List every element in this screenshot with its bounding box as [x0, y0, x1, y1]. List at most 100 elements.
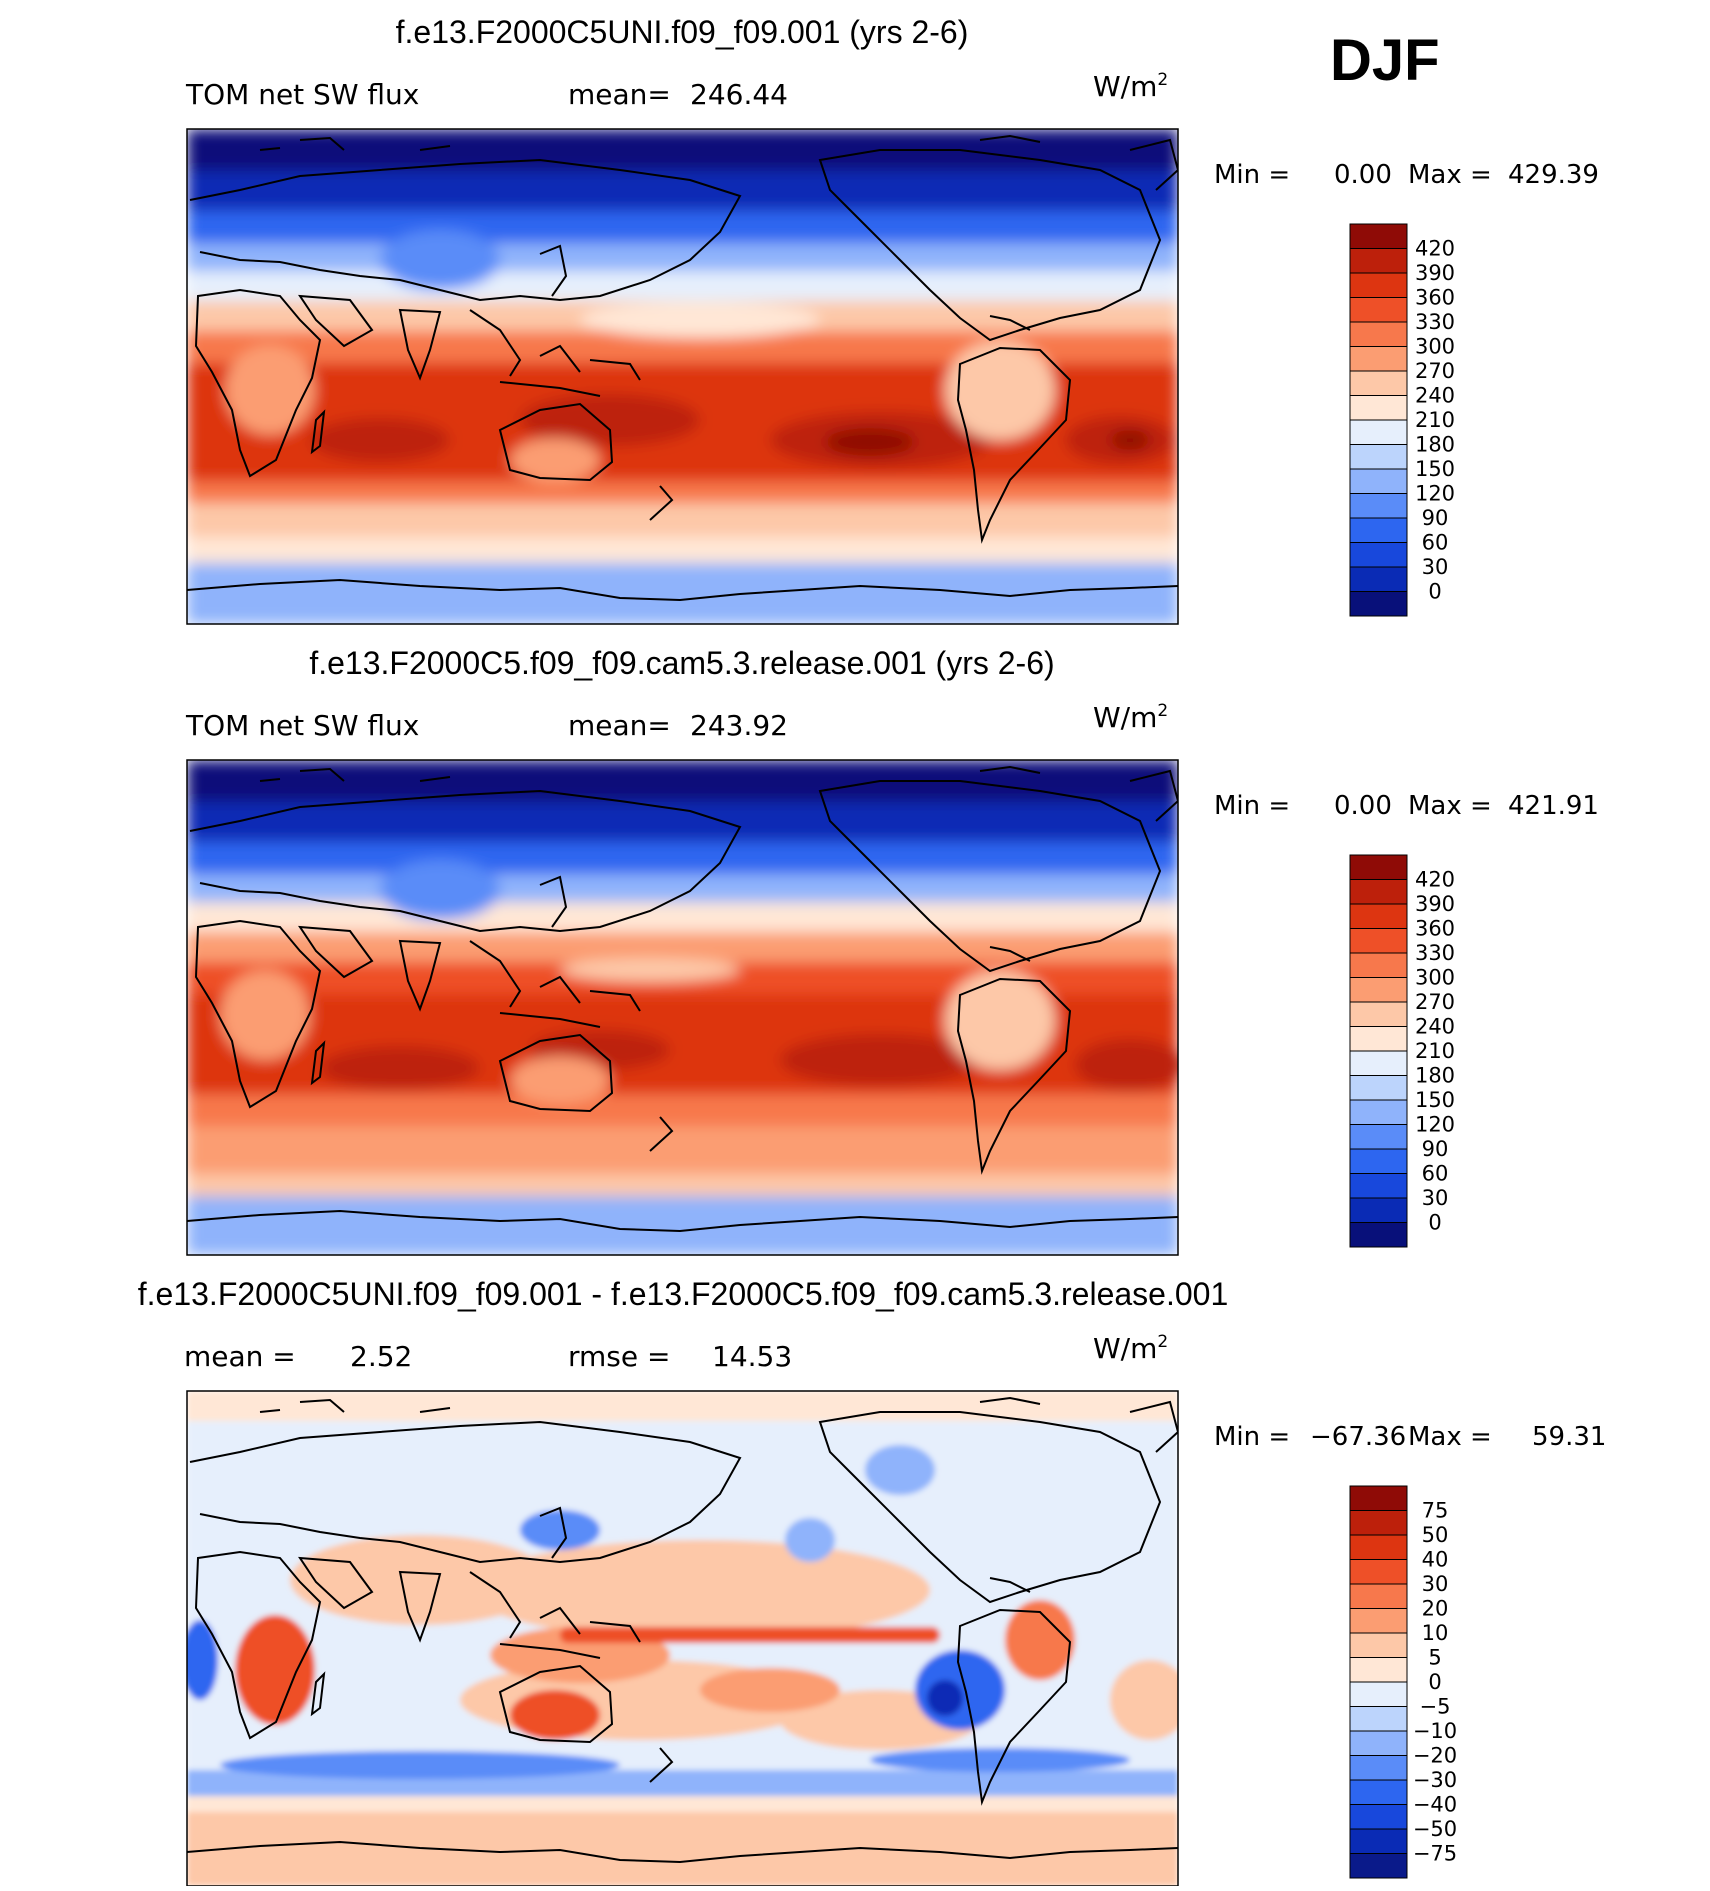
- panel-2: f.e13.F2000C5.f09_f09.cam5.3.release.001…: [185, 645, 1599, 1256]
- panel-3-max-value: 59.31: [1532, 1422, 1606, 1452]
- colorbar-segment: [1349, 1657, 1408, 1683]
- panel-2-frame: [186, 759, 1179, 1256]
- colorbar-segment: [1349, 444, 1408, 470]
- panel-1-units-text: W/m: [1093, 70, 1157, 103]
- panel-3-mean-value: 2.52: [350, 1340, 412, 1373]
- colorbar-tick-label: −30: [1413, 1768, 1457, 1792]
- colorbar-tick-label: −20: [1413, 1744, 1457, 1768]
- panel-1-max-label: Max =: [1408, 160, 1492, 190]
- colorbar-segment: [1349, 566, 1408, 592]
- colorbar-tick-label: 390: [1415, 261, 1455, 285]
- panel-3-rmse-label: rmse =: [568, 1340, 670, 1373]
- panel-3-field: [187, 1391, 1178, 1886]
- colorbar-segment: [1349, 952, 1408, 978]
- colorbar-segment: [1349, 370, 1408, 396]
- colorbar-segment: [1349, 1099, 1408, 1125]
- colorbar-tick-label: 30: [1422, 555, 1449, 579]
- colorbar-tick-label: 40: [1422, 1548, 1449, 1572]
- panel-1-units: W/m2: [1093, 70, 1168, 103]
- panel-2-field: [187, 760, 1178, 1255]
- colorbar-tick-label: 150: [1415, 457, 1455, 481]
- panel-3-map: [187, 1391, 1178, 1886]
- colorbar-tick-label: 420: [1415, 868, 1455, 892]
- colorbar-segment: [1349, 272, 1408, 298]
- panel-3-mean-label: mean =: [184, 1340, 296, 1373]
- colorbar-segment: [1349, 1755, 1408, 1781]
- panel-2-title: f.e13.F2000C5.f09_f09.cam5.3.release.001…: [309, 645, 1054, 681]
- colorbar-tick-label: 330: [1415, 941, 1455, 965]
- panel-1-map: [187, 129, 1178, 624]
- colorbar-segment: [1349, 879, 1408, 905]
- panel-3-rmse-value: 14.53: [712, 1340, 792, 1373]
- colorbar-tick-label: 270: [1415, 990, 1455, 1014]
- colorbar-segment: [1349, 1222, 1408, 1248]
- colorbar-segment: [1349, 1632, 1408, 1658]
- colorbar-segment: [1349, 1853, 1408, 1879]
- panel-3-min-value: −67.36: [1310, 1422, 1406, 1452]
- colorbar-segment: [1349, 395, 1408, 421]
- colorbar-tick-label: 360: [1415, 286, 1455, 310]
- colorbar-segment: [1349, 1559, 1408, 1585]
- panel-2-min-label: Min =: [1214, 791, 1290, 821]
- panel-3-title: f.e13.F2000C5UNI.f09_f09.001 - f.e13.F20…: [138, 1276, 1229, 1312]
- colorbar-tick-label: −50: [1413, 1817, 1457, 1841]
- panel-1-min-label: Min =: [1214, 160, 1290, 190]
- panel-2-min-value: 0.00: [1334, 791, 1392, 821]
- panel-3-max-label: Max =: [1408, 1422, 1492, 1452]
- colorbar-segment: [1349, 591, 1408, 617]
- colorbar-segment: [1349, 248, 1408, 274]
- colorbar-tick-label: −40: [1413, 1793, 1457, 1817]
- colorbar-tick-label: 210: [1415, 408, 1455, 432]
- colorbar-tick-label: 180: [1415, 433, 1455, 457]
- colorbar-tick-label: 300: [1415, 335, 1455, 359]
- panel-2-map: [187, 760, 1178, 1255]
- colorbar-tick-label: 75: [1422, 1499, 1449, 1523]
- panel-1-mean-label: mean=: [568, 78, 671, 111]
- colorbar-tick-label: 90: [1422, 1137, 1449, 1161]
- colorbar-segment: [1349, 1608, 1408, 1634]
- colorbar-tick-label: 0: [1428, 1211, 1441, 1235]
- colorbar-segment: [1349, 1804, 1408, 1830]
- colorbar-segment: [1349, 1026, 1408, 1052]
- panel-1-units-exp: 2: [1157, 70, 1168, 90]
- season-label: DJF: [1330, 28, 1440, 93]
- panel-3-units-exp: 2: [1157, 1332, 1168, 1352]
- colorbar-segment: [1349, 493, 1408, 519]
- colorbar-tick-label: 300: [1415, 966, 1455, 990]
- colorbar-segment: [1349, 1583, 1408, 1609]
- colorbar-tick-label: 90: [1422, 506, 1449, 530]
- colorbar-segment: [1349, 1124, 1408, 1150]
- colorbar-tick-label: 5: [1428, 1646, 1441, 1670]
- colorbar-segment: [1349, 321, 1408, 347]
- colorbar-tick-label: −10: [1413, 1719, 1457, 1743]
- colorbar-segment: [1349, 1779, 1408, 1805]
- colorbar-segment: [1349, 903, 1408, 929]
- colorbar-segment: [1349, 223, 1408, 249]
- panel-3-min-label: Min =: [1214, 1422, 1290, 1452]
- panel-1-field: [187, 129, 1178, 624]
- colorbar-tick-label: 60: [1422, 1162, 1449, 1186]
- colorbar-tick-label: 50: [1422, 1523, 1449, 1547]
- colorbar-tick-label: 120: [1415, 482, 1455, 506]
- colorbar-segment: [1349, 346, 1408, 372]
- colorbar-tick-label: 150: [1415, 1088, 1455, 1112]
- panel-2-mean-value: 243.92: [690, 709, 788, 742]
- panel-3-units-text: W/m: [1093, 1332, 1157, 1365]
- colorbar-segment: [1349, 1050, 1408, 1076]
- colorbar-segment: [1349, 1730, 1408, 1756]
- panel-2-units-text: W/m: [1093, 701, 1157, 734]
- colorbar-segment: [1349, 1510, 1408, 1536]
- colorbar-tick-label: −75: [1413, 1842, 1457, 1866]
- colorbar-segment: [1349, 419, 1408, 445]
- colorbar-segment: [1349, 1706, 1408, 1732]
- colorbar-tick-label: 330: [1415, 310, 1455, 334]
- colorbar-tick-label: −5: [1420, 1695, 1451, 1719]
- colorbar-tick-label: 120: [1415, 1113, 1455, 1137]
- colorbar-segment: [1349, 468, 1408, 494]
- colorbar-segment: [1349, 297, 1408, 323]
- colorbar-tick-label: 270: [1415, 359, 1455, 383]
- panel-2-units: W/m2: [1093, 701, 1168, 734]
